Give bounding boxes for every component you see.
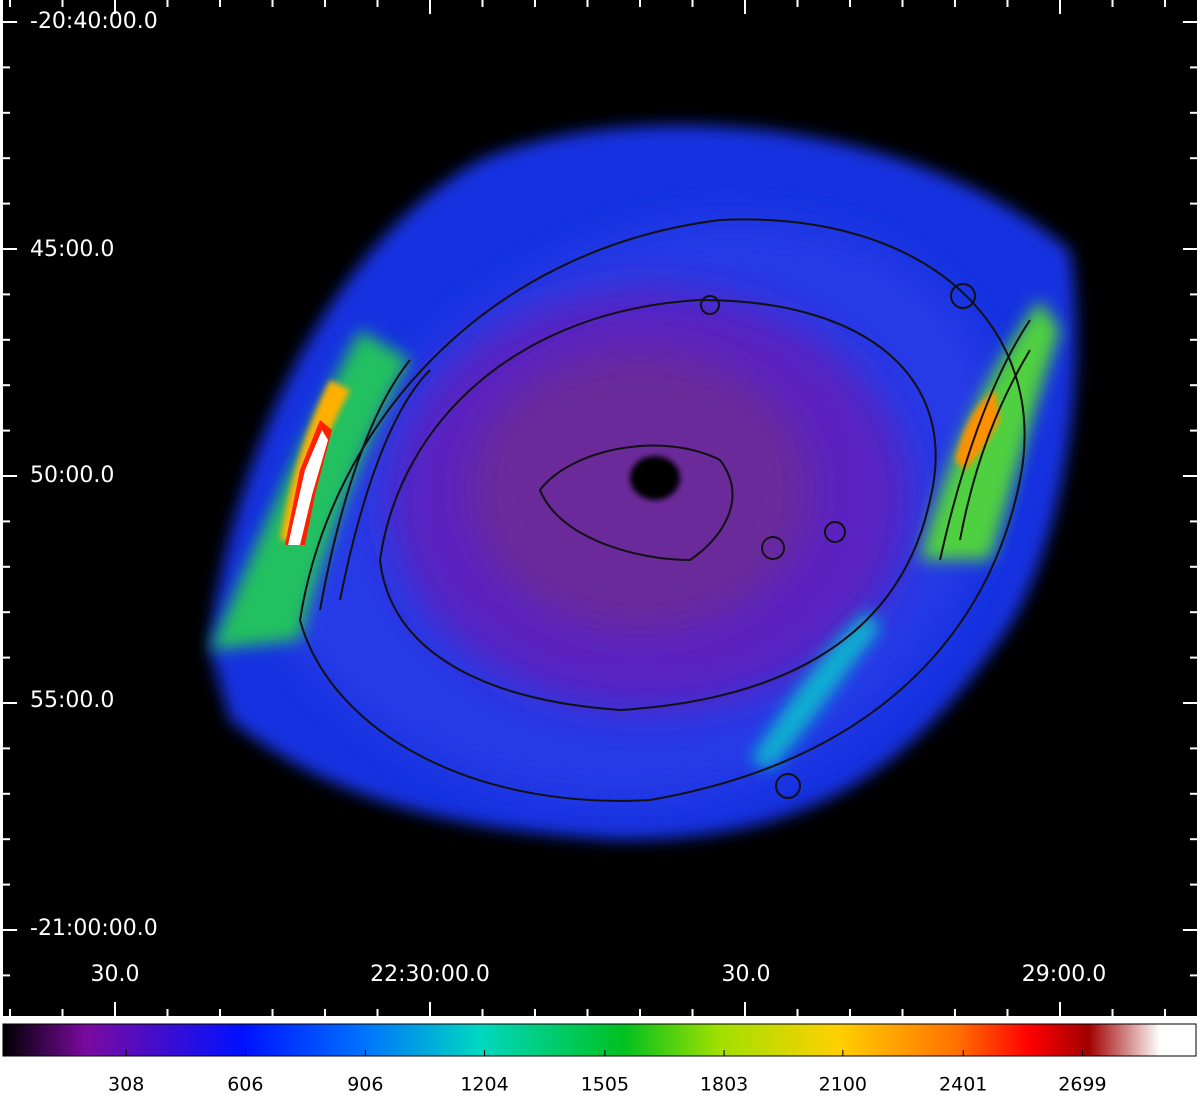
dec-label: -21:00:00.0 (30, 916, 158, 941)
nebula (210, 125, 1077, 841)
ra-label: 30.0 (91, 962, 140, 987)
colorbar-tick-label: 906 (347, 1074, 383, 1096)
ra-label: 30.0 (722, 962, 771, 987)
colorbar-ticks: 308 606 906 1204 1505 1803 2100 2401 2699 (108, 1050, 1107, 1096)
colorbar-tick-label: 1505 (581, 1074, 629, 1096)
colorbar-tick-label: 2100 (819, 1074, 867, 1096)
colorbar (2, 1023, 1197, 1057)
dec-label: 50:00.0 (30, 463, 114, 488)
colorbar-tick-label: 2699 (1058, 1074, 1106, 1096)
dec-labels: -20:40:00.0 45:00.0 50:00.0 55:00.0 -21:… (30, 9, 158, 941)
colorbar-tick-label: 1204 (460, 1074, 508, 1096)
dec-label: -20:40:00.0 (30, 9, 158, 34)
dec-label: 55:00.0 (30, 688, 114, 713)
frame-ticks (3, 0, 1197, 1016)
colorbar-tick-label: 606 (227, 1074, 263, 1096)
ra-labels: 30.0 22:30:00.0 30.0 29:00.0 (91, 962, 1107, 987)
colorbar-tick-label: 308 (108, 1074, 144, 1096)
ra-label: 22:30:00.0 (370, 962, 490, 987)
colorbar-tick-label: 2401 (939, 1074, 987, 1096)
dec-label: 45:00.0 (30, 237, 114, 262)
ra-label: 29:00.0 (1022, 962, 1106, 987)
colorbar-tick-label: 1803 (700, 1074, 748, 1096)
